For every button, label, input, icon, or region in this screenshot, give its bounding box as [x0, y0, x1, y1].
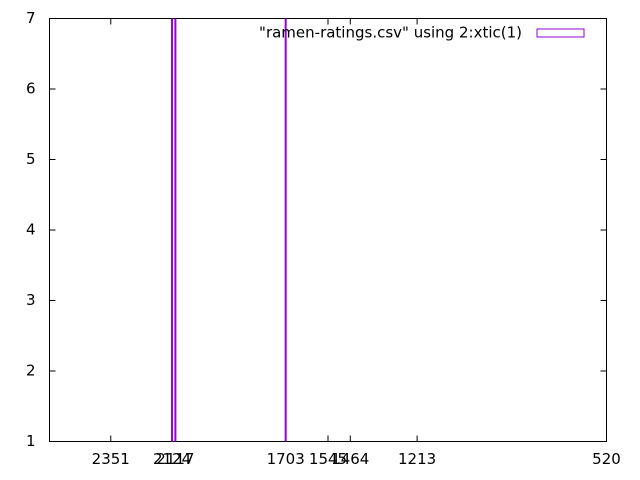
plot-border [49, 18, 607, 442]
legend-swatch [536, 28, 585, 38]
x-tick-label: 1545 [309, 450, 347, 468]
bar [284, 18, 287, 442]
bar [171, 18, 174, 442]
y-tick-label: 2 [26, 362, 36, 380]
bar [174, 18, 177, 442]
y-tick-label: 4 [26, 221, 36, 239]
y-tick-label: 6 [26, 80, 36, 98]
x-tick-label: 1464 [331, 450, 369, 468]
y-tick-label: 7 [26, 9, 36, 27]
x-tick-label: 2117 [156, 450, 194, 468]
x-tick-label: 1213 [398, 450, 436, 468]
x-tick-label: 2351 [92, 450, 130, 468]
x-tick-label: 520 [592, 450, 621, 468]
x-tick-label: 2124 [153, 450, 191, 468]
y-tick-label: 1 [26, 432, 36, 450]
y-tick-label: 5 [26, 150, 36, 168]
x-tick-label: 1703 [267, 450, 305, 468]
y-tick-label: 3 [26, 291, 36, 309]
legend-label: "ramen-ratings.csv" using 2:xtic(1) [259, 24, 522, 42]
